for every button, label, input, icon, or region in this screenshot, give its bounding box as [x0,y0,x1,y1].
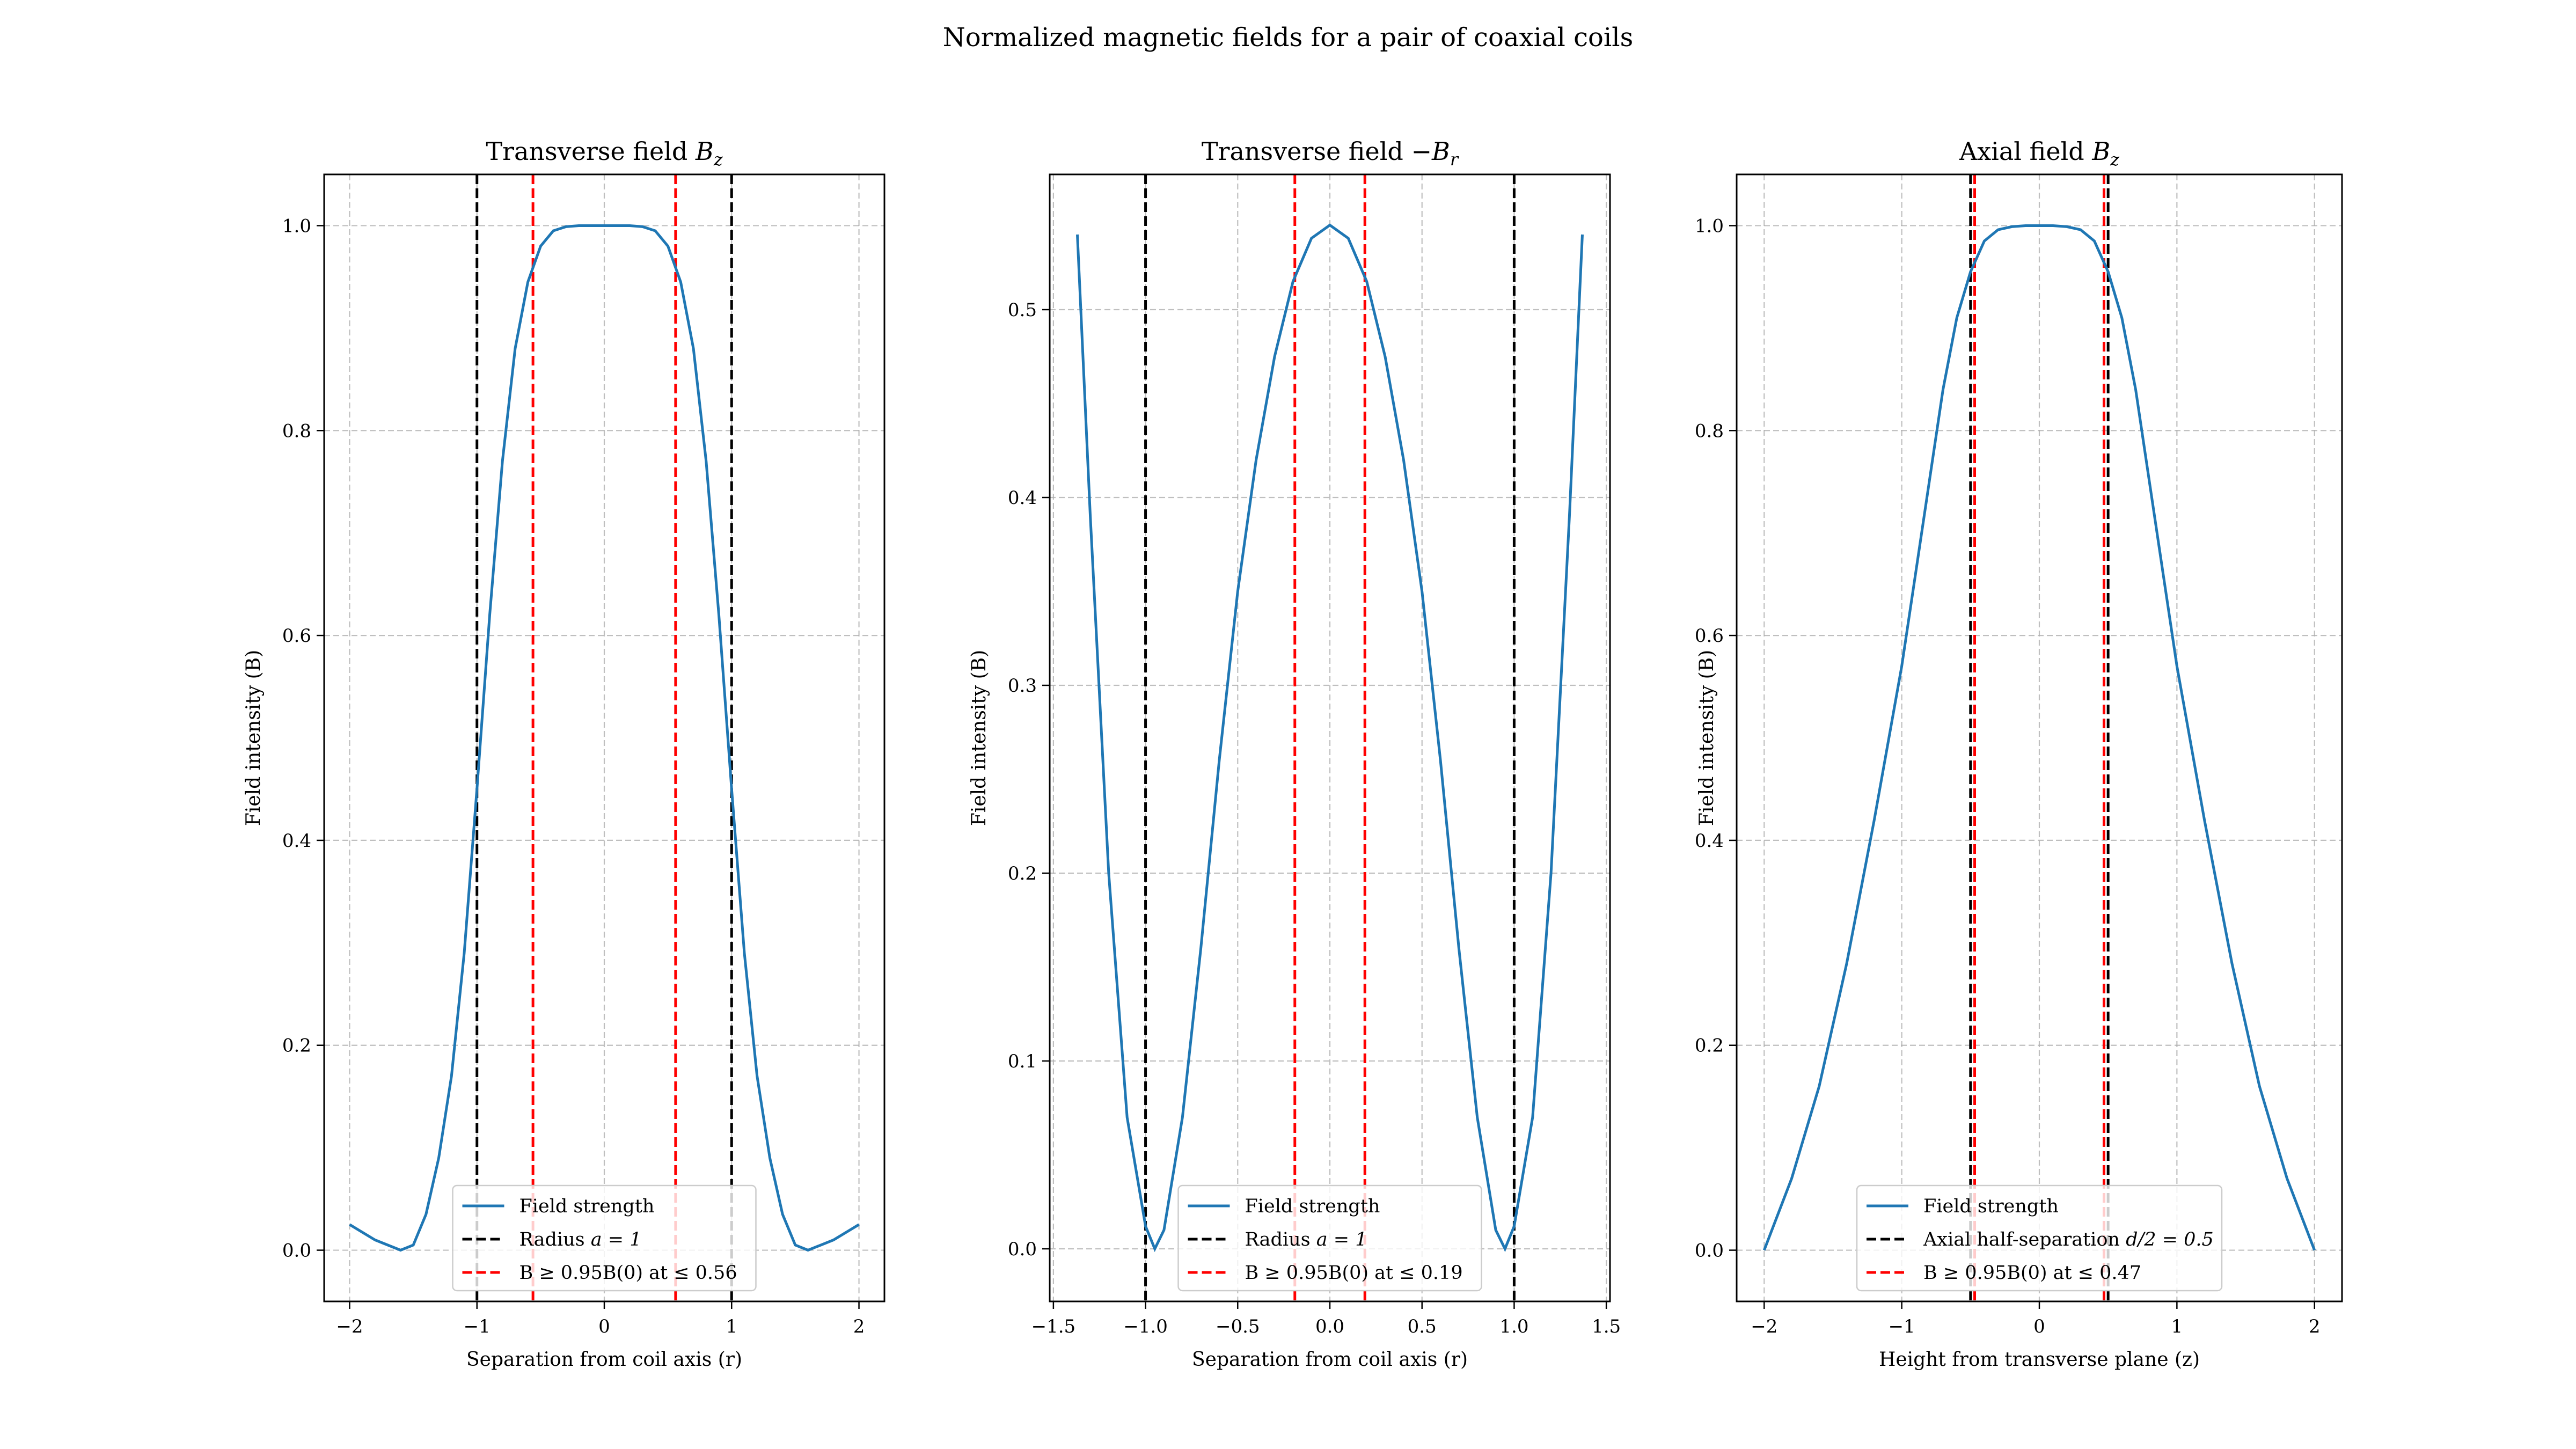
x-axis-label: Height from transverse plane (z) [1879,1349,2200,1371]
legend-label: Radius a = 1 [519,1229,642,1250]
legend-label: B ≥ 0.95B(0) at ≤ 0.19 [1245,1262,1463,1284]
y-tick-label: 1.0 [1695,215,1724,237]
panel-title: Transverse field −Br [1202,137,1459,170]
x-tick-label: 2 [2309,1316,2321,1337]
y-tick-label: 0.4 [1695,830,1724,852]
x-tick-label: −1.0 [1123,1316,1168,1337]
x-tick-label: 2 [853,1316,865,1337]
x-tick-label: −1.5 [1031,1316,1076,1337]
legend-label: B ≥ 0.95B(0) at ≤ 0.47 [1923,1262,2141,1284]
y-tick-label: 0.6 [1695,625,1724,647]
y-tick-label: 1.0 [282,215,311,237]
x-axis-label: Separation from coil axis (r) [1192,1349,1468,1371]
legend-label: Field strength [1923,1196,2059,1217]
legend-box [1177,1184,1482,1292]
legend: Field strength Radius a = 1 B ≥ 0.95B(0) a… [452,1184,757,1292]
y-axis-label: Field intensity (B) [968,650,990,826]
legend-label: Radius a = 1 [1245,1229,1367,1250]
y-tick-label: 0.3 [1008,675,1037,697]
legend-label: B ≥ 0.95B(0) at ≤ 0.56 [519,1262,737,1284]
series-line [1076,223,1584,1253]
legend: Field strength Radius a = 1 B ≥ 0.95B(0) a… [1177,1184,1482,1292]
y-axis-label: Field intensity (B) [1696,650,1718,826]
figure-title: Normalized magnetic fields for a pair of… [943,23,1633,53]
y-tick-label: 0.4 [1008,487,1037,509]
y-tick-label: 0.2 [282,1035,311,1057]
x-tick-label: 1.0 [1499,1316,1528,1337]
y-axis-label: Field intensity (B) [243,650,265,826]
x-tick-label: −2 [1751,1316,1777,1337]
y-tick-label: 0.5 [1008,299,1037,321]
y-tick-label: 0.8 [282,420,311,442]
y-tick-label: 0.2 [1695,1035,1724,1057]
x-tick-label: 0.5 [1408,1316,1437,1337]
y-tick-label: 0.0 [282,1240,311,1262]
y-tick-label: 0.2 [1008,863,1037,884]
y-tick-label: 0.1 [1008,1051,1037,1072]
y-tick-label: 0.0 [1695,1240,1724,1262]
x-tick-label: −1 [1889,1316,1915,1337]
x-tick-label: 1.5 [1592,1316,1621,1337]
chart-panel-3: −2 −1 0 1 2 0.0 0.2 0.4 0.6 0.8 1.0 Axial field Bz H… [1695,137,2343,1371]
x-tick-label: 1 [726,1316,737,1337]
x-tick-label: 0 [598,1316,610,1337]
legend-label: Field strength [1245,1196,1380,1217]
legend: Field strength Axial half-separation d/2 … [1856,1184,2223,1292]
chart-panel-2: −1.5 −1.0 −0.5 0.0 0.5 1.0 1.5 0.0 0.1 0.2 0.3 0.4 0… [968,137,1621,1371]
x-tick-label: 1 [2171,1316,2183,1337]
x-tick-label: 0 [2033,1316,2045,1337]
y-tick-label: 0.6 [282,625,311,647]
legend-label: Axial half-separation d/2 = 0.5 [1923,1229,2214,1250]
panel-title: Axial field Bz [1959,137,2120,170]
y-tick-label: 0.4 [282,830,311,852]
legend-box [1856,1184,2223,1292]
series-line [1762,224,2316,1251]
x-tick-label: 0.0 [1315,1316,1344,1337]
y-tick-label: 0.0 [1008,1239,1037,1260]
y-tick-label: 0.8 [1695,420,1724,442]
panel-title: Transverse field Bz [486,137,723,170]
x-axis-label: Separation from coil axis (r) [466,1349,742,1371]
legend-label: Field strength [519,1196,655,1217]
x-tick-label: −0.5 [1216,1316,1260,1337]
series-line [349,224,860,1252]
x-tick-label: −2 [336,1316,363,1337]
x-tick-label: −1 [464,1316,491,1337]
legend-box [452,1184,757,1292]
chart-panel-1: −2 −1 0 1 2 0.0 0.2 0.4 0.6 0.8 1.0 Transverse fiel… [243,137,885,1371]
